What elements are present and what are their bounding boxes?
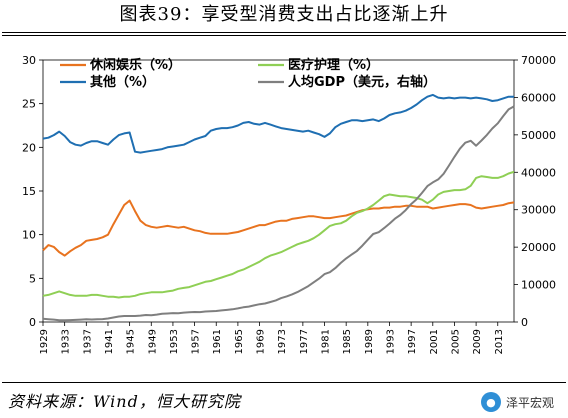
y-left-tick-label: 5: [29, 272, 36, 285]
x-tick-label: 1949: [147, 329, 158, 354]
x-tick-label: 1993: [385, 329, 396, 354]
y-left-tick-label: 0: [29, 316, 36, 329]
x-tick-label: 1953: [169, 329, 180, 354]
y-right-tick-label: 50000: [521, 129, 556, 142]
x-tick-label: 1961: [212, 329, 223, 354]
x-tick-label: 1985: [342, 329, 353, 354]
watermark-label: 泽平宏观: [505, 395, 554, 410]
y-right-tick-label: 60000: [521, 91, 556, 104]
y-right-tick-label: 0: [521, 316, 528, 329]
legend-label-2: 医疗护理（%）: [288, 57, 379, 73]
title-rule-bottom: [2, 35, 566, 36]
legend-label-0: 休闲娱乐（%）: [89, 57, 181, 73]
y-left-tick-label: 30: [22, 54, 36, 67]
y-right-tick-label: 30000: [521, 204, 556, 217]
x-tick-label: 2013: [494, 329, 505, 354]
x-tick-label: 2005: [450, 329, 461, 354]
x-tick-label: 1933: [61, 329, 72, 354]
series-line-0: [42, 199, 515, 257]
x-tick-label: 1989: [364, 329, 375, 354]
series-line-3: [42, 105, 515, 322]
y-right-tick-label: 40000: [521, 166, 556, 179]
y-right-tick-label: 20000: [521, 241, 556, 254]
y-left-tick-label: 25: [22, 98, 36, 111]
x-tick-label: 1973: [277, 329, 288, 354]
x-tick-label: 2009: [472, 329, 483, 354]
line-chart: 0 5 10 15 20 25 30 0 10000 20000 30000 40000 50000 6…: [22, 54, 556, 354]
footer-rule: [2, 382, 566, 383]
y-right-tick-label: 10000: [521, 279, 556, 292]
x-tick-label: 1945: [126, 329, 137, 354]
x-tick-label: 2001: [429, 329, 440, 354]
x-tick-label: 1965: [234, 329, 245, 354]
x-tick-label: 1941: [104, 329, 115, 354]
legend-label-1: 其他（%）: [90, 74, 155, 90]
x-tick-label: 1981: [321, 329, 332, 354]
x-tick-label: 1997: [407, 329, 418, 354]
y-left-tick-label: 15: [22, 185, 36, 198]
x-tick-label: 1957: [191, 329, 202, 354]
y-left-tick-label: 20: [22, 141, 36, 154]
chart-title: 图表39：享受型消费支出占比逐渐上升: [119, 4, 449, 25]
x-tick-label: 1977: [299, 329, 310, 354]
title-rule-top: [2, 32, 566, 33]
y-left-tick-label: 10: [22, 229, 36, 242]
y-right-tick-label: 70000: [521, 54, 556, 67]
series-line-1: [42, 93, 514, 154]
legend-label-3: 人均GDP（美元，右轴）: [288, 74, 436, 90]
source-note: 资料来源：Wind，恒大研究院: [8, 392, 241, 411]
series-line-2: [42, 170, 515, 299]
x-tick-label: 1937: [82, 329, 93, 354]
x-tick-label: 1929: [39, 329, 50, 354]
watermark: ● 泽平宏观: [480, 392, 554, 412]
x-tick-label: 1969: [256, 329, 267, 354]
wechat-icon: ●: [480, 392, 501, 412]
